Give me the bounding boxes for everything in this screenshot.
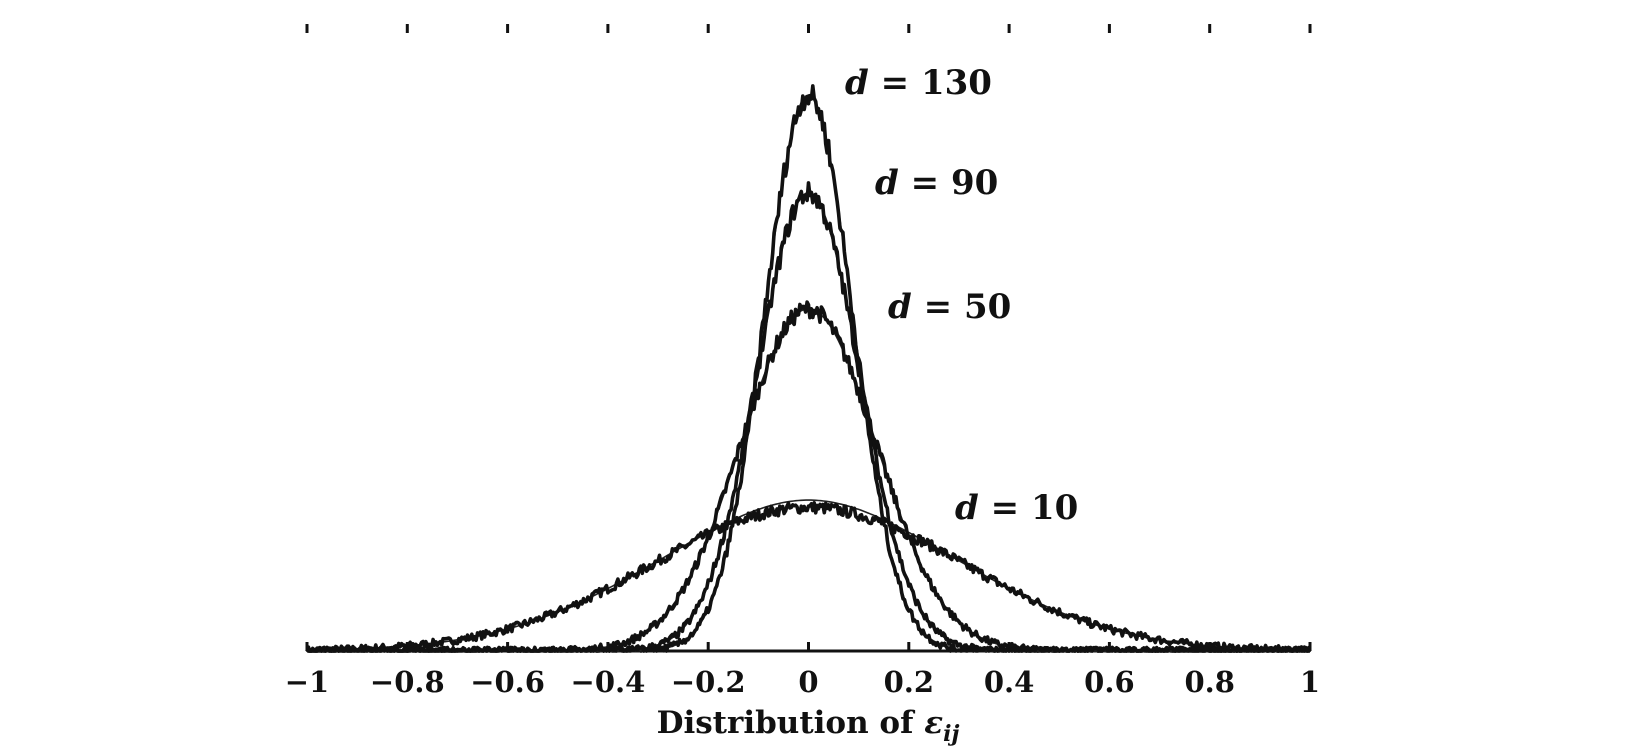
theory-curve [307,94,1310,652]
x-tick-label: −0.2 [671,665,746,699]
theory-curve [307,191,1310,652]
x-axis-label-symbol: ε [924,705,943,741]
x-tick-label: 1 [1300,665,1320,699]
curves [305,84,1312,653]
x-tick-label: 0.8 [1184,665,1234,699]
top-ticks [305,24,1312,33]
curve-label: d = 130 [845,63,992,103]
theory-curve [307,499,1310,651]
x-tick-label: 0.2 [884,665,934,699]
x-tick-label: 0.4 [984,665,1034,699]
theory-curve [307,307,1310,652]
x-axis-label-subscript: ij [943,721,959,747]
curve-label: d = 50 [888,287,1011,327]
empirical-curve [305,181,1312,653]
x-tick-label: −0.6 [470,665,545,699]
x-tick-label: 0.6 [1084,665,1134,699]
x-tick-label: −1 [285,665,329,699]
curve-label: d = 10 [955,488,1078,528]
empirical-curve [305,84,1311,653]
curve-labels: d = 10 d = 50 d = 90 d = 130 [845,63,1078,528]
curve-label: d = 90 [875,163,998,203]
x-tick-label: 0 [798,665,818,699]
x-tick-label: −0.4 [571,665,646,699]
x-tick-labels: −1 −0.8 −0.6 −0.4 −0.2 0 0.2 0.4 0.6 0.8 1 [285,665,1320,699]
x-tick-label: −0.8 [370,665,445,699]
empirical-curve [305,300,1312,653]
axes: −1 −0.8 −0.6 −0.4 −0.2 0 0.2 0.4 0.6 0.8 1 [285,24,1320,699]
empirical-curve [305,501,1312,653]
x-axis-label: Distribution of εij [657,705,960,747]
x-axis-label-prefix: Distribution of [657,705,925,741]
